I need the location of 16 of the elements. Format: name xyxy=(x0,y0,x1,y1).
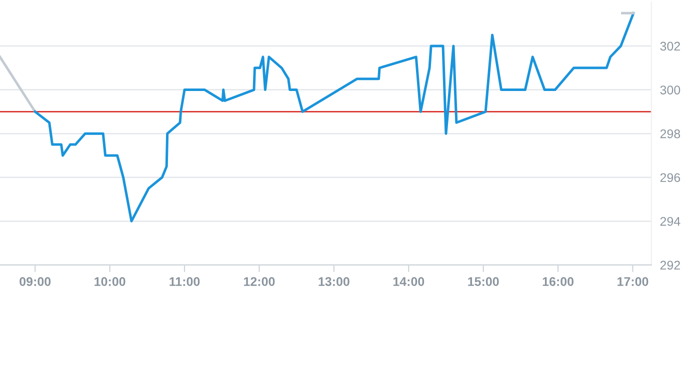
y-tick-label: 298 xyxy=(660,129,680,138)
y-tick-label: 292 xyxy=(660,260,680,270)
x-tick-label: 09:00 xyxy=(20,277,51,286)
y-tick-label: 300 xyxy=(660,86,680,94)
y-tick-label: 302 xyxy=(660,42,680,51)
x-tick-label: 17:00 xyxy=(618,277,648,286)
x-tick-label: 11:00 xyxy=(170,277,200,286)
x-tick-label: 14:00 xyxy=(393,277,424,286)
x-tick-label: 12:00 xyxy=(244,277,275,286)
x-tick-label: 13:00 xyxy=(318,277,350,286)
line-series xyxy=(34,12,635,222)
y-tick-label: 294 xyxy=(660,216,680,226)
y-tick-label: 296 xyxy=(660,173,680,182)
x-tick-label: 15:00 xyxy=(468,277,499,286)
x-tick-label: 10:00 xyxy=(94,277,126,286)
x-tick-label: 16:00 xyxy=(542,277,574,286)
